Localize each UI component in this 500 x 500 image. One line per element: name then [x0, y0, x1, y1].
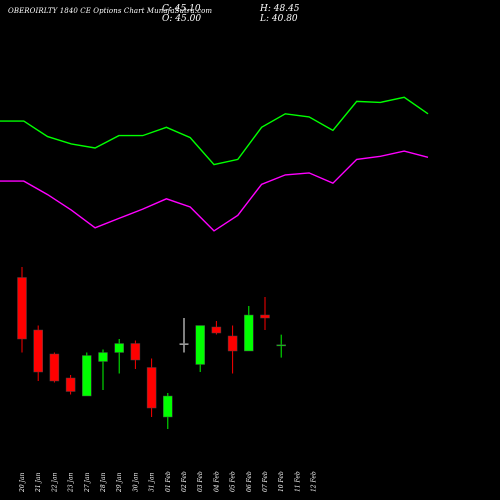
x-tick-label: 12 Feb	[311, 471, 318, 492]
upper-band-line	[0, 96, 429, 166]
x-tick-label: 04 Feb	[213, 471, 220, 492]
candle-body	[244, 314, 254, 352]
candle-body	[82, 355, 92, 397]
candle	[260, 297, 270, 330]
candles	[17, 267, 286, 429]
candle	[146, 358, 157, 417]
x-tick-label: 27 Jan	[84, 472, 91, 493]
candle	[114, 339, 124, 374]
x-tick-label: 03 Feb	[197, 471, 204, 492]
candle	[17, 267, 27, 353]
candle	[244, 306, 254, 352]
x-tick-label: 29 Jan	[116, 472, 123, 493]
candle	[179, 318, 189, 353]
candle-body	[227, 335, 238, 352]
x-tick-label: 10 Feb	[278, 471, 285, 492]
x-tick-label: 23 Jan	[68, 472, 75, 493]
x-tick-label: 28 Jan	[100, 472, 107, 493]
candle-body	[276, 344, 286, 347]
x-tick-label: 02 Feb	[181, 471, 188, 492]
candle-body	[146, 367, 157, 409]
candle	[195, 325, 205, 372]
candle	[211, 321, 222, 335]
candle-body	[65, 377, 76, 392]
x-tick-label: 21 Jan	[35, 472, 42, 493]
candle-body	[179, 343, 189, 345]
candle	[98, 349, 108, 390]
x-tick-label: 01 Feb	[165, 471, 172, 492]
x-tick-label: 06 Feb	[246, 471, 253, 492]
x-tick-label: 31 Jan	[149, 472, 156, 492]
x-tick-label: 22 Jan	[51, 472, 58, 493]
candle-body	[163, 395, 173, 418]
close-readout: C: 45.10	[162, 4, 201, 14]
candle-body	[195, 325, 205, 365]
candle	[163, 393, 173, 429]
band-lines	[0, 96, 429, 232]
candle-body	[49, 353, 60, 382]
candle-body	[114, 343, 124, 353]
candle	[227, 325, 238, 374]
x-tick-label: 20 Jan	[19, 472, 26, 493]
candle-body	[211, 326, 222, 334]
candle	[33, 325, 43, 381]
candle-body	[98, 352, 108, 362]
lower-band-line	[0, 150, 429, 232]
candle-body	[17, 277, 27, 340]
chart-title: OBEROIRLTY 1840 CE Options Chart MunafaS…	[8, 7, 213, 15]
candle	[276, 334, 286, 358]
x-tick-label: 07 Feb	[262, 471, 269, 492]
candle	[130, 340, 141, 369]
candle	[65, 375, 76, 395]
candle	[82, 352, 92, 397]
candle-body	[260, 314, 270, 319]
x-tick-label: 30 Jan	[132, 472, 139, 492]
x-tick-label: 05 Feb	[230, 471, 237, 492]
candle-body	[130, 343, 141, 361]
x-tick-label: 11 Feb	[294, 471, 301, 492]
candle-body	[33, 329, 43, 373]
open-readout: O: 45.00	[162, 14, 202, 24]
x-axis-ticks: 20 Jan 21 Jan 22 Jan 23 Jan 27 Jan 28 Jan 29 J…	[19, 471, 318, 493]
low-readout: L: 40.80	[260, 14, 298, 24]
high-readout: H: 48.45	[260, 4, 300, 14]
ohlc-readout: C: 45.10 H: 48.45 O: 45.00 L: 40.80	[162, 4, 300, 24]
candle	[49, 352, 60, 383]
